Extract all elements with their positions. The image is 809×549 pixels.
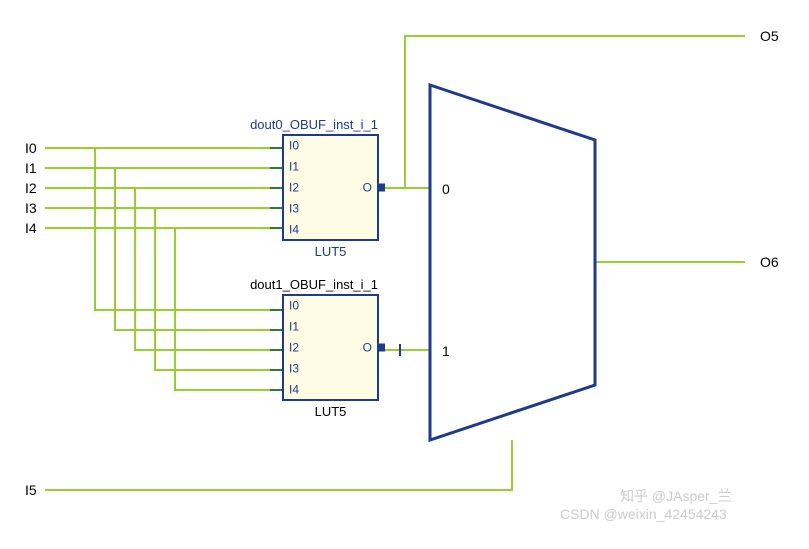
mux-label-1: 1: [442, 343, 450, 359]
input-label-I3: I3: [25, 200, 37, 216]
lut1-port-I0: I0: [289, 139, 299, 153]
lut2-port-I4: I4: [289, 383, 299, 397]
lut1-port-I2: I2: [289, 181, 299, 195]
schematic-diagram: dout0_OBUF_inst_i_1 LUT5 I0 I1 I2 I3 I4 Odout1_…: [0, 0, 809, 549]
lut1-port-I3: I3: [289, 202, 299, 216]
lut1-port-O: O: [363, 181, 372, 195]
lut2-port-I3: I3: [289, 362, 299, 376]
input-label-I2: I2: [25, 180, 37, 196]
output-label-O6: O6: [760, 254, 779, 270]
input-label-I1: I1: [25, 160, 37, 176]
lut1-port-I1: I1: [289, 160, 299, 174]
wire: [45, 440, 512, 490]
lut2-port-I1: I1: [289, 320, 299, 334]
lut2-type: LUT5: [315, 404, 347, 419]
lut1-type: LUT5: [315, 244, 347, 259]
input-label-I5: I5: [25, 482, 37, 498]
mux-label-0: 0: [442, 181, 450, 197]
wire: [115, 168, 270, 330]
output-label-O5: O5: [760, 28, 779, 44]
mux-body: [430, 85, 595, 440]
lut1-title: dout0_OBUF_inst_i_1: [250, 117, 378, 132]
lut2-title: dout1_OBUF_inst_i_1: [250, 277, 378, 292]
lut2-port-O: O: [363, 341, 372, 355]
lut2-out-pin: [377, 344, 385, 352]
input-label-I0: I0: [25, 140, 37, 156]
input-label-I4: I4: [25, 220, 37, 236]
wire: [378, 36, 745, 188]
lut2-port-I2: I2: [289, 341, 299, 355]
lut1-port-I4: I4: [289, 223, 299, 237]
lut1-out-pin: [377, 184, 385, 192]
lut2-port-I0: I0: [289, 299, 299, 313]
